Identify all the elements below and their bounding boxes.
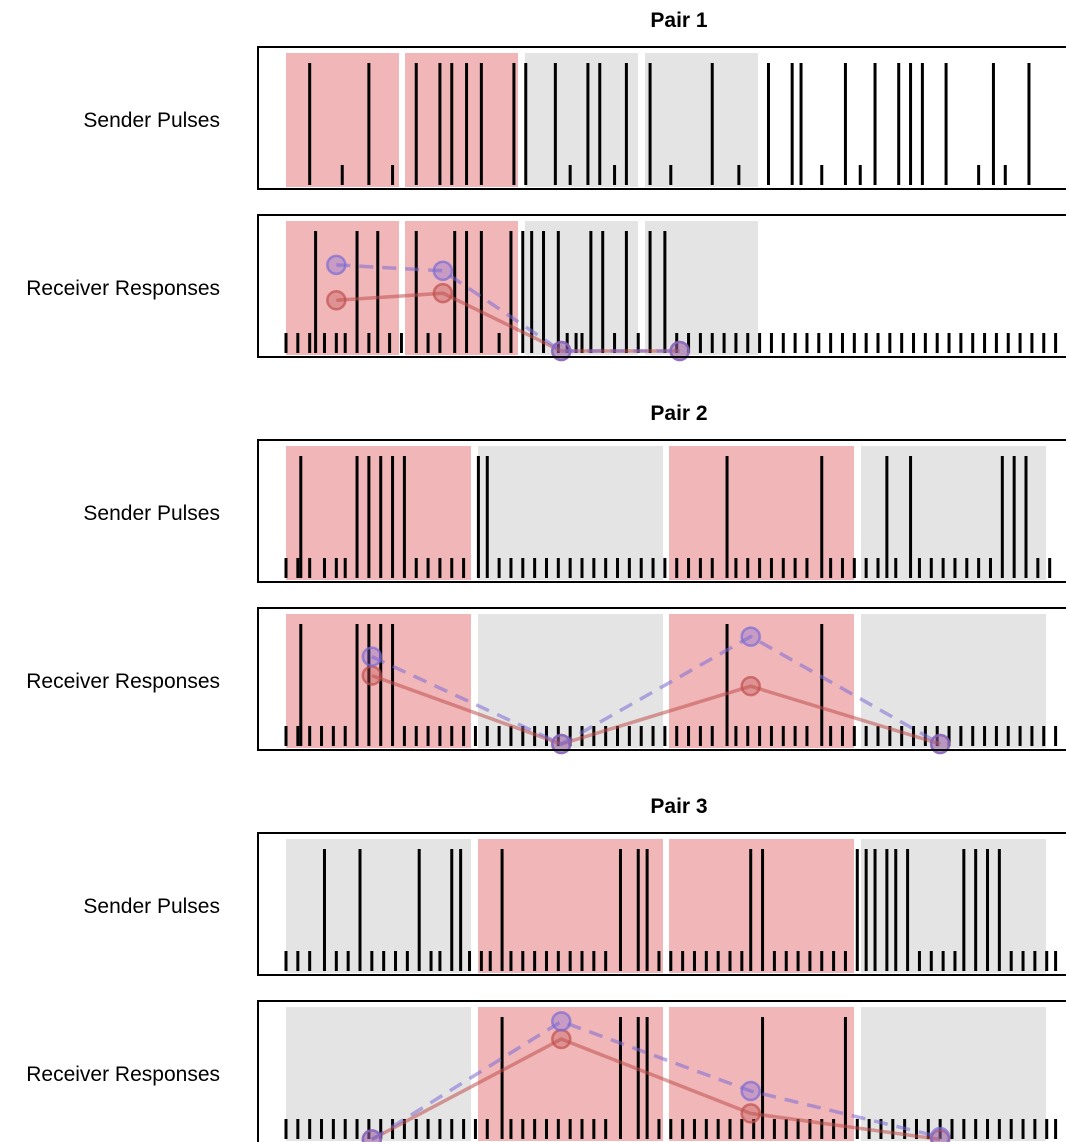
pair-2-title: Pair 2 (650, 402, 707, 425)
solid-series-point (551, 1028, 572, 1050)
solid-series-line (371, 673, 941, 746)
dashed-series-point (361, 1129, 383, 1142)
receiver-block-inactive (286, 1007, 471, 1141)
sender-block-active (669, 446, 854, 580)
receiver-block-inactive (861, 614, 1046, 748)
pair-1: Pair 1 Sender Pulses Receiver Responses (26, 9, 1066, 362)
dashed-series-line (370, 1019, 941, 1141)
dashed-series-point (551, 733, 572, 755)
dashed-series-point (929, 733, 951, 755)
receiver-frame (257, 607, 1066, 751)
dashed-series-point (551, 1011, 572, 1032)
solid-series-point (740, 675, 761, 697)
dashed-series-line (371, 634, 942, 746)
dashed-series-line (336, 263, 680, 353)
pair-1-title: Pair 1 (650, 9, 708, 32)
solid-series-point (432, 282, 454, 304)
sender-block-inactive (861, 839, 1046, 973)
pair-3-sender-panel (257, 832, 1066, 976)
receiver-block-active (405, 221, 518, 355)
dashed-series-point (740, 1080, 761, 1102)
sender-block-inactive (525, 53, 638, 187)
pair-3-receiver-panel (257, 1000, 1066, 1142)
dashed-series-point (740, 626, 761, 647)
sender-block-active (286, 53, 399, 187)
pair-2-sender-panel (257, 439, 1066, 583)
sender-frame (257, 46, 1066, 190)
sender-frame (257, 439, 1066, 583)
solid-series-point (361, 665, 383, 686)
sender-block-active (478, 839, 663, 973)
pair-2-sender-label: Sender Pulses (83, 502, 220, 525)
pair-3-sender-label: Sender Pulses (83, 895, 220, 918)
pair-3: Pair 3 Sender Pulses Receiver Responses (26, 795, 1066, 1142)
dashed-series-point (929, 1126, 951, 1142)
sender-frame (257, 832, 1066, 976)
dashed-series-point (669, 340, 690, 362)
pair-3-title: Pair 3 (650, 795, 707, 818)
pair-2-receiver-panel (257, 607, 1066, 755)
sender-block-active (405, 53, 518, 187)
dashed-series-point (551, 340, 572, 362)
sender-block-inactive (645, 53, 758, 187)
dashed-series-point (361, 646, 383, 667)
pair-1-sender-label: Sender Pulses (83, 109, 220, 132)
receiver-block-active (286, 221, 399, 355)
dashed-series-point (326, 254, 347, 276)
sender-block-inactive (478, 446, 663, 580)
solid-series-point (740, 1103, 761, 1124)
pair-1-receiver-panel (257, 214, 1066, 362)
dashed-series-point (432, 260, 454, 282)
pair-1-receiver-label: Receiver Responses (26, 277, 220, 300)
receiver-frame (257, 214, 1066, 358)
pair-2: Pair 2 Sender Pulses Receiver Responses (26, 402, 1066, 755)
sender-block-inactive (286, 839, 471, 973)
solid-series-point (326, 290, 347, 311)
pair-3-receiver-label: Receiver Responses (26, 1063, 220, 1086)
receiver-block-inactive (861, 1007, 1046, 1141)
pair-1-sender-panel (257, 46, 1066, 190)
receiver-frame (257, 1000, 1066, 1142)
receiver-block-active (478, 1007, 663, 1141)
pair-2-receiver-label: Receiver Responses (26, 670, 220, 693)
sender-block-active (286, 446, 471, 580)
solid-series-line (370, 1037, 941, 1142)
